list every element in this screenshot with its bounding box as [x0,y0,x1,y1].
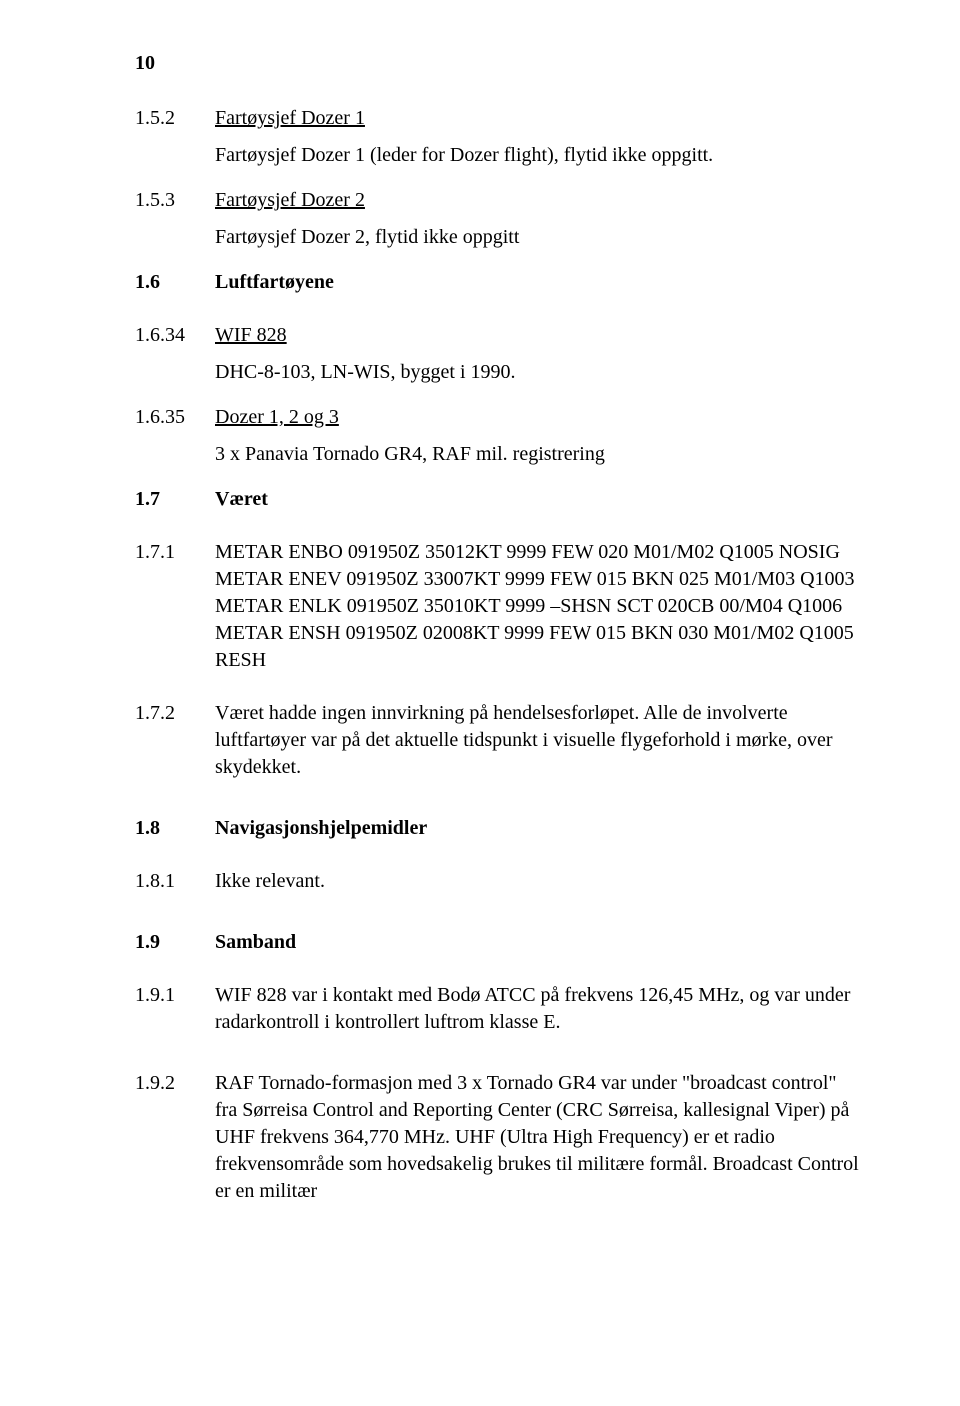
section-1-6-35-body: 3 x Panavia Tornado GR4, RAF mil. regist… [215,441,860,468]
metar-line: METAR ENSH 091950Z 02008KT 9999 FEW 015 … [215,620,860,647]
section-1-5-3-body: Fartøysjef Dozer 2, flytid ikke oppgitt [215,224,860,251]
section-title: WIF 828 [215,322,860,349]
section-1-5-2-body: Fartøysjef Dozer 1 (leder for Dozer flig… [215,142,860,169]
section-number: 1.7.1 [135,539,215,674]
section-number: 1.9.1 [135,982,215,1036]
section-1-5-2-heading: 1.5.2 Fartøysjef Dozer 1 [135,105,860,132]
section-number: 1.6.35 [135,404,215,431]
section-title: Dozer 1, 2 og 3 [215,404,860,431]
section-title: Fartøysjef Dozer 2 [215,187,860,214]
section-1-9-heading: 1.9 Samband [135,929,860,956]
section-1-9-2: 1.9.2 RAF Tornado-formasjon med 3 x Torn… [135,1070,860,1205]
section-number: 1.7 [135,486,215,513]
section-number: 1.6.34 [135,322,215,349]
section-1-5-3-heading: 1.5.3 Fartøysjef Dozer 2 [135,187,860,214]
section-title: Luftfartøyene [215,269,860,296]
section-1-7-2: 1.7.2 Været hadde ingen innvirkning på h… [135,700,860,781]
section-1-8-1: 1.8.1 Ikke relevant. [135,868,860,895]
section-body: Været hadde ingen innvirkning på hendels… [215,700,860,781]
section-title: Samband [215,929,860,956]
section-number: 1.7.2 [135,700,215,781]
section-body: WIF 828 var i kontakt med Bodø ATCC på f… [215,982,860,1036]
section-1-7-heading: 1.7 Været [135,486,860,513]
section-title: Været [215,486,860,513]
section-number: 1.9.2 [135,1070,215,1205]
metar-line: RESH [215,647,860,674]
section-body: Ikke relevant. [215,868,860,895]
section-title: Fartøysjef Dozer 1 [215,105,860,132]
section-1-6-34-body: DHC-8-103, LN-WIS, bygget i 1990. [215,359,860,386]
section-number: 1.8 [135,815,215,842]
section-1-8-heading: 1.8 Navigasjonshjelpemidler [135,815,860,842]
section-1-6-35-heading: 1.6.35 Dozer 1, 2 og 3 [135,404,860,431]
section-number: 1.9 [135,929,215,956]
page-number: 10 [135,50,860,77]
section-number: 1.8.1 [135,868,215,895]
section-body: RAF Tornado-formasjon med 3 x Tornado GR… [215,1070,860,1205]
section-number: 1.5.3 [135,187,215,214]
metar-line: METAR ENLK 091950Z 35010KT 9999 –SHSN SC… [215,593,860,620]
section-1-7-1: 1.7.1 METAR ENBO 091950Z 35012KT 9999 FE… [135,539,860,674]
section-1-6-heading: 1.6 Luftfartøyene [135,269,860,296]
section-number: 1.6 [135,269,215,296]
section-1-6-34-heading: 1.6.34 WIF 828 [135,322,860,349]
metar-line: METAR ENEV 091950Z 33007KT 9999 FEW 015 … [215,566,860,593]
section-number: 1.5.2 [135,105,215,132]
metar-line: METAR ENBO 091950Z 35012KT 9999 FEW 020 … [215,539,860,566]
section-1-9-1: 1.9.1 WIF 828 var i kontakt med Bodø ATC… [135,982,860,1036]
section-body: METAR ENBO 091950Z 35012KT 9999 FEW 020 … [215,539,860,674]
section-title: Navigasjonshjelpemidler [215,815,860,842]
